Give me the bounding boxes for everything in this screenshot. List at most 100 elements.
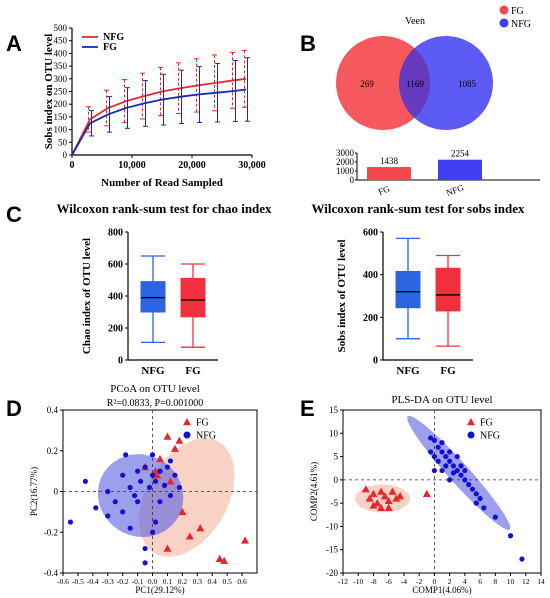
fg-point: [422, 489, 431, 498]
y-tick-label: 200: [108, 324, 123, 335]
nfg-point: [127, 484, 133, 491]
legend-label: NFG: [511, 19, 531, 30]
panel-letter-c: C: [6, 202, 22, 227]
x-tick-label: 4: [463, 577, 467, 586]
box-fg: [180, 263, 206, 348]
y-tick-label: 450: [54, 36, 68, 46]
x-tick-label: 0.0: [148, 577, 158, 586]
x-tick-label: -0.2: [117, 577, 129, 586]
rarefaction-chart: 0 50 100 150 200 250 300 350 400 450 500 0 10,000 20,…: [43, 23, 266, 189]
fg-point: [373, 499, 382, 507]
legend-label: FG: [103, 42, 117, 53]
fg-point: [380, 492, 389, 500]
x-tick-label: -4: [401, 577, 407, 586]
nfg-point: [135, 499, 141, 505]
y-tick-label: 50: [58, 137, 68, 147]
x-tick-label: 20,000: [178, 160, 206, 171]
pcoa-scatter: PCoA on OTU level R²=0.0833, P=0.001000 -0…: [29, 383, 258, 595]
legend-dot: [499, 5, 509, 15]
fg-point: [241, 536, 250, 544]
y-tick-label: 600: [108, 260, 123, 271]
y-tick-label: 800: [108, 228, 123, 239]
nfg-point: [443, 453, 449, 460]
y-tick-label: -15: [326, 545, 338, 555]
x-tick-label: 0.3: [193, 577, 203, 586]
y-tick-label: 5: [334, 452, 339, 462]
fg-point: [369, 489, 378, 498]
x-tick-label: 0.5: [222, 577, 232, 586]
y-tick-label: 0: [334, 475, 339, 485]
fg-point: [183, 418, 191, 426]
x-category-label: FG: [440, 365, 456, 377]
y-tick-label: 200: [363, 313, 378, 324]
nfg-point: [120, 472, 126, 478]
nfg-point: [142, 464, 148, 470]
box-nfg: [140, 255, 166, 344]
y-axis-label: Chao index of OTU level: [81, 238, 93, 354]
nfg-point: [435, 444, 441, 450]
series-fg: [71, 57, 250, 156]
fg-point: [178, 507, 187, 516]
nfg-point: [454, 467, 460, 474]
fg-point: [220, 556, 229, 564]
nfg-point: [431, 453, 437, 460]
fg-point: [196, 524, 205, 532]
bar-value-label: 1438: [380, 156, 399, 166]
x-tick-label: 0.1: [163, 577, 173, 586]
nfg-point: [447, 449, 453, 455]
legend-label: FG: [511, 6, 524, 17]
nfg-point: [149, 472, 156, 478]
nfg-point: [164, 464, 171, 470]
y-tick-label: 150: [54, 112, 68, 122]
nfg-point: [105, 488, 111, 495]
sobs-boxplot: Wilcoxon rank-sum test for sobs index 0 20…: [312, 201, 525, 377]
y-tick-label: 400: [108, 292, 123, 303]
fg-point: [369, 501, 378, 509]
nfg-point: [167, 458, 174, 464]
fg-point: [156, 454, 164, 463]
y-tick-label: 10: [329, 428, 339, 438]
y-tick-label: 0: [54, 487, 59, 497]
box-iqr: [395, 270, 421, 309]
nfg-point: [135, 468, 141, 474]
nfg-point: [458, 463, 464, 469]
ellipse-nfg: [407, 415, 511, 530]
x-tick-label: -0.3: [102, 577, 114, 586]
bar-y-tick-label: 1000: [336, 166, 355, 176]
fg-point: [185, 532, 194, 540]
fg-point: [384, 496, 393, 505]
y-tick-label: 500: [54, 23, 68, 33]
nfg-point: [462, 477, 468, 483]
fg-point: [467, 418, 475, 426]
x-tick-label: 6: [478, 577, 482, 586]
x-axis-label: Number of Read Sampled: [101, 177, 223, 189]
y-tick-label: -10: [326, 521, 338, 531]
series-fg: [361, 485, 431, 511]
legend-dot: [183, 431, 191, 439]
nfg-point: [161, 482, 168, 488]
plot-title: PCoA on OTU level: [110, 383, 200, 395]
x-tick-label: 0.6: [237, 577, 247, 586]
x-axis-label: COMP1(4.06%): [412, 585, 471, 595]
nfg-point: [146, 484, 153, 491]
nfg-point: [142, 560, 148, 566]
y-tick-label: 400: [54, 48, 68, 58]
venn-fg-only: 269: [360, 79, 374, 89]
bar-category-label: NFG: [445, 182, 466, 198]
chao-boxplot: Wilcoxon rank-sum test for chao index 0 20…: [56, 201, 272, 377]
nfg-point: [67, 519, 74, 525]
bar-value-label: 2254: [451, 149, 470, 159]
x-tick-label: -0.5: [72, 577, 84, 586]
x-tick-label: 8: [493, 577, 497, 586]
nfg-point: [462, 467, 468, 474]
x-tick-label: 0.2: [178, 577, 188, 586]
x-tick-label: -0.6: [57, 577, 69, 586]
x-tick-label: -12: [338, 577, 348, 586]
legend-dot: [467, 431, 475, 439]
y-axis-label: PC2(16.77%): [29, 467, 39, 516]
nfg-point: [435, 458, 441, 464]
box-title: Wilcoxon rank-sum test for chao index: [56, 201, 272, 216]
fg-point: [377, 503, 386, 511]
panel-letter-b: B: [300, 31, 316, 56]
